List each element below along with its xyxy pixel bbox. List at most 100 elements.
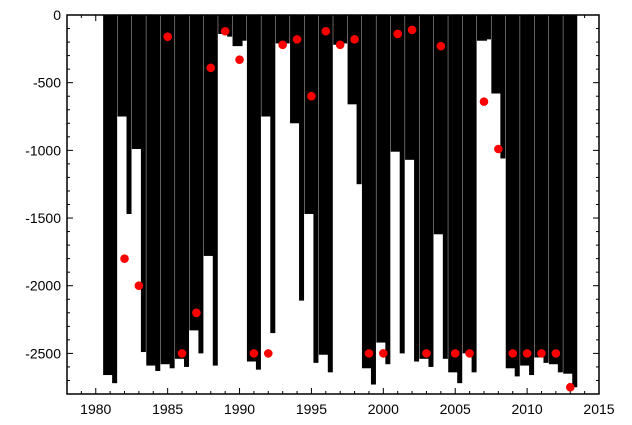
bar-narrow-1999 [370,15,376,385]
x-tick-label-2000: 2000 [368,401,399,417]
bar-wide-1982 [117,15,128,117]
data-point-1985 [163,32,172,41]
bar-wide-1986 [175,15,186,359]
y-tick-label--2000: -2000 [25,278,61,294]
bar-wide-2003 [419,15,430,359]
bar-wide-2006 [462,15,473,354]
bar-narrow-1990 [241,15,247,41]
bar-wide-1981 [103,15,114,376]
y-tick-label--500: -500 [33,75,61,91]
bar-wide-2000 [376,15,387,343]
x-axis: 1980 1985 1990 1995 2000 2005 2010 2015 [66,15,615,417]
points-layer [120,25,575,392]
bar-narrow-1994 [299,15,305,301]
bar-narrow-1997 [342,15,348,44]
bar-narrow-1983 [140,15,146,353]
bar-wide-2002 [405,15,416,160]
y-tick-label--2500: -2500 [25,345,61,361]
data-point-1999 [364,349,374,358]
bar-narrow-2008 [500,15,506,159]
bar-wide-1984 [146,15,157,366]
bar-wide-2012 [548,15,559,365]
y-tick-label-0: 0 [53,7,61,23]
bar-narrow-2005 [457,15,463,384]
bar-narrow-1998 [356,15,362,185]
bar-narrow-2007 [485,15,491,40]
bar-narrow-2000 [385,15,391,365]
x-tick-label-1980: 1980 [80,401,111,417]
bar-narrow-2012 [557,15,563,373]
bar-wide-2009 [505,15,516,369]
bar-narrow-1986 [184,15,190,367]
bar-narrow-2011 [543,15,549,363]
x-tick-label-2005: 2005 [440,401,471,417]
bar-wide-1991 [246,15,257,362]
bar-wide-2008 [491,15,502,94]
bar-narrow-1984 [155,15,161,371]
bar-narrow-2004 [442,15,448,359]
bar-narrow-1995 [313,15,319,363]
data-point-2003 [422,349,431,358]
bar-narrow-1982 [126,15,132,214]
data-point-1983 [134,281,144,291]
y-tick-label--1500: -1500 [25,210,61,226]
bar-narrow-1996 [327,15,333,373]
bar-narrow-2009 [514,15,520,377]
data-point-2004 [436,41,446,51]
bar-wide-1985 [160,15,171,365]
data-point-1987 [192,308,201,318]
y-tick-label--1000: -1000 [25,142,61,158]
bar-narrow-1988 [212,15,218,366]
data-point-2008 [494,144,503,154]
data-point-1995 [307,91,316,101]
data-point-1991 [249,349,259,358]
data-point-1997 [335,40,345,50]
data-point-1990 [235,55,244,64]
bar-wide-1988 [203,15,214,256]
x-tick-label-2010: 2010 [512,401,543,417]
x-tick-label-1985: 1985 [152,401,183,417]
bar-wide-2005 [448,15,459,373]
bar-narrow-1985 [169,15,175,369]
bar-wide-1989 [218,15,229,34]
data-point-2006 [465,349,474,358]
bars-layer [103,15,578,388]
x-tick-label-2015: 2015 [583,401,614,417]
data-point-1982 [120,254,129,263]
bar-wide-2001 [390,15,401,152]
bar-narrow-2001 [399,15,405,354]
bar-wide-2011 [534,15,545,358]
bar-wide-2007 [476,15,487,41]
data-point-1988 [206,63,216,73]
bar-narrow-2003 [428,15,434,367]
bar-wide-1998 [347,15,358,105]
bar-wide-1987 [189,15,200,331]
bar-wide-1995 [304,15,315,214]
bar-narrow-2010 [529,15,535,376]
data-point-2010 [522,349,532,358]
data-point-1989 [220,26,230,36]
data-point-1996 [321,26,331,36]
bar-wide-1994 [290,15,301,124]
bar-narrow-2013 [572,15,578,388]
data-point-2011 [537,349,546,358]
bar-narrow-1993 [284,15,290,44]
bar-wide-1993 [275,15,286,44]
bar-wide-1992 [261,15,272,117]
bar-wide-1996 [318,15,329,355]
y-axis: 0 -500 -1000 -1500 -2000 -2500 [25,7,599,395]
bar-wide-1999 [361,15,372,369]
data-point-2000 [379,349,388,358]
data-point-1992 [263,349,273,358]
data-point-2007 [479,97,489,106]
bar-wide-1990 [232,15,243,47]
data-point-2001 [393,29,403,39]
data-point-1993 [278,40,287,50]
bar-narrow-1991 [255,15,261,370]
bar-wide-1983 [131,15,142,150]
bar-wide-2013 [563,15,574,374]
data-point-1986 [177,349,187,358]
bar-wide-2010 [520,15,531,366]
bar-wide-2004 [433,15,444,235]
bar-wide-1997 [333,15,344,45]
